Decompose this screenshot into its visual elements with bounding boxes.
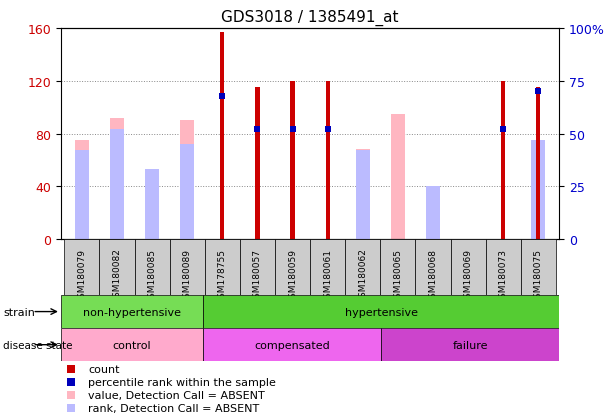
Title: GDS3018 / 1385491_at: GDS3018 / 1385491_at xyxy=(221,10,399,26)
Bar xyxy=(61,295,203,328)
Text: GSM180085: GSM180085 xyxy=(148,248,157,303)
Bar xyxy=(415,240,451,295)
Text: non-hypertensive: non-hypertensive xyxy=(83,307,181,317)
Text: GSM180065: GSM180065 xyxy=(393,248,402,303)
Bar xyxy=(145,170,159,240)
Bar xyxy=(205,240,240,295)
Bar xyxy=(426,193,440,240)
Bar xyxy=(240,240,275,295)
Text: failure: failure xyxy=(452,340,488,350)
Text: GSM178755: GSM178755 xyxy=(218,248,227,303)
Bar xyxy=(180,145,194,240)
Text: value, Detection Call = ABSENT: value, Detection Call = ABSENT xyxy=(88,390,265,400)
Bar xyxy=(275,240,310,295)
Bar xyxy=(325,82,330,240)
Text: rank, Detection Call = ABSENT: rank, Detection Call = ABSENT xyxy=(88,403,260,413)
Bar xyxy=(134,240,170,295)
Bar xyxy=(536,88,541,240)
Bar xyxy=(291,82,295,240)
Bar xyxy=(75,151,89,240)
Bar xyxy=(345,240,380,295)
Bar xyxy=(203,295,559,328)
Text: strain: strain xyxy=(3,307,35,317)
Text: count: count xyxy=(88,364,120,374)
Bar xyxy=(486,240,520,295)
Text: GSM180079: GSM180079 xyxy=(77,248,86,303)
Bar xyxy=(61,328,203,361)
Text: GSM180069: GSM180069 xyxy=(463,248,472,303)
Bar xyxy=(110,130,124,240)
Bar xyxy=(170,240,205,295)
Bar xyxy=(203,328,381,361)
Bar xyxy=(520,240,556,295)
Text: GSM180075: GSM180075 xyxy=(534,248,543,303)
Bar xyxy=(531,140,545,240)
Text: percentile rank within the sample: percentile rank within the sample xyxy=(88,377,276,387)
Bar xyxy=(100,240,134,295)
Bar xyxy=(380,240,415,295)
Bar xyxy=(451,240,486,295)
Bar xyxy=(110,119,124,240)
Bar xyxy=(220,33,224,240)
Bar xyxy=(356,150,370,240)
Text: GSM180082: GSM180082 xyxy=(112,248,122,303)
Bar xyxy=(381,328,559,361)
Text: GSM180061: GSM180061 xyxy=(323,248,332,303)
Text: GSM180057: GSM180057 xyxy=(253,248,262,303)
Text: disease state: disease state xyxy=(3,340,72,350)
Bar xyxy=(180,121,194,240)
Bar xyxy=(501,82,505,240)
Bar xyxy=(75,141,89,240)
Bar xyxy=(310,240,345,295)
Text: control: control xyxy=(112,340,151,350)
Text: GSM180062: GSM180062 xyxy=(358,248,367,303)
Bar xyxy=(426,187,440,240)
Bar xyxy=(356,151,370,240)
Text: GSM180089: GSM180089 xyxy=(182,248,192,303)
Text: hypertensive: hypertensive xyxy=(345,307,418,317)
Bar xyxy=(64,240,100,295)
Bar xyxy=(391,114,405,240)
Text: GSM180073: GSM180073 xyxy=(499,248,508,303)
Bar xyxy=(255,88,260,240)
Text: compensated: compensated xyxy=(254,340,330,350)
Text: GSM180068: GSM180068 xyxy=(429,248,438,303)
Bar xyxy=(145,193,159,240)
Text: GSM180059: GSM180059 xyxy=(288,248,297,303)
